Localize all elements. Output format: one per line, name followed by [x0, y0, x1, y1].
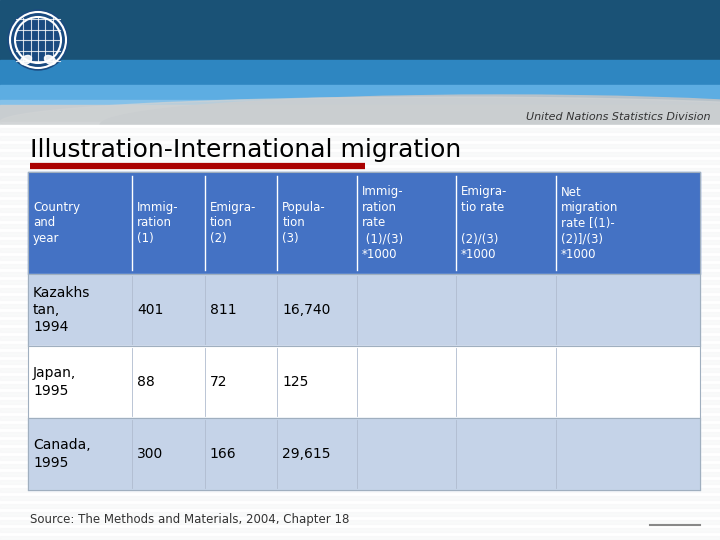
Bar — [0, 128, 720, 132]
Bar — [0, 320, 720, 324]
Bar — [0, 296, 720, 300]
Bar — [0, 144, 720, 148]
Bar — [0, 480, 720, 484]
Bar — [0, 240, 720, 244]
Bar — [0, 85, 720, 105]
Bar — [0, 424, 720, 428]
Ellipse shape — [20, 56, 32, 65]
Bar — [0, 160, 720, 164]
Bar — [0, 528, 720, 532]
Bar — [0, 456, 720, 460]
Bar — [0, 336, 720, 340]
Circle shape — [8, 10, 68, 70]
Text: 16,740: 16,740 — [282, 303, 330, 317]
Bar — [0, 216, 720, 220]
Text: Immig-
ration
rate
 (1)/(3)
*1000: Immig- ration rate (1)/(3) *1000 — [361, 186, 403, 260]
Bar — [0, 100, 720, 115]
Bar — [0, 184, 720, 188]
Bar — [0, 312, 720, 316]
Text: Illustration-International migration: Illustration-International migration — [30, 138, 462, 162]
Bar — [0, 152, 720, 156]
Text: Country
and
year: Country and year — [33, 201, 80, 245]
Bar — [0, 176, 720, 180]
Text: Net
migration
rate [(1)-
(2)]/(3)
*1000: Net migration rate [(1)- (2)]/(3) *1000 — [560, 186, 618, 260]
Text: United Nations Statistics Division: United Nations Statistics Division — [526, 112, 710, 122]
Bar — [0, 136, 720, 140]
Bar — [28, 274, 700, 346]
Bar — [0, 0, 720, 70]
Bar — [0, 472, 720, 476]
Bar — [0, 352, 720, 356]
Bar — [0, 360, 720, 364]
Bar — [0, 368, 720, 372]
Text: Canada,
1995: Canada, 1995 — [33, 438, 91, 470]
Ellipse shape — [45, 56, 55, 65]
Bar — [0, 440, 720, 444]
Bar — [0, 264, 720, 268]
Bar — [0, 192, 720, 196]
Bar — [0, 520, 720, 524]
Bar — [0, 232, 720, 236]
Bar — [0, 248, 720, 252]
Bar — [0, 280, 720, 284]
Bar — [0, 224, 720, 228]
Bar — [0, 512, 720, 516]
Bar — [0, 328, 720, 332]
Bar — [0, 464, 720, 468]
Text: Kazakhs
tan,
1994: Kazakhs tan, 1994 — [33, 286, 91, 334]
Bar — [0, 168, 720, 172]
Bar — [0, 432, 720, 436]
Text: Emigra-
tio rate

(2)/(3)
*1000: Emigra- tio rate (2)/(3) *1000 — [461, 186, 508, 260]
Bar — [28, 346, 700, 418]
Bar — [0, 60, 720, 90]
Bar — [0, 344, 720, 348]
Text: 125: 125 — [282, 375, 309, 389]
Bar — [0, 416, 720, 420]
Text: Emigra-
tion
(2): Emigra- tion (2) — [210, 201, 256, 245]
Bar — [0, 448, 720, 452]
Text: 29,615: 29,615 — [282, 447, 330, 461]
Text: 72: 72 — [210, 375, 228, 389]
Bar — [0, 288, 720, 292]
Bar — [0, 488, 720, 492]
Bar — [0, 208, 720, 212]
Bar — [0, 304, 720, 308]
Bar — [0, 376, 720, 380]
Ellipse shape — [0, 97, 720, 147]
Bar — [0, 122, 720, 132]
Bar — [0, 408, 720, 412]
Bar — [0, 125, 720, 540]
Bar — [28, 172, 700, 274]
Bar — [28, 418, 700, 490]
Bar — [0, 384, 720, 388]
Text: Immig-
ration
(1): Immig- ration (1) — [137, 201, 179, 245]
Text: 300: 300 — [137, 447, 163, 461]
Text: 811: 811 — [210, 303, 236, 317]
Bar — [0, 105, 720, 125]
Text: Japan,
1995: Japan, 1995 — [33, 366, 76, 397]
Bar — [0, 496, 720, 500]
Bar — [0, 504, 720, 508]
Text: 166: 166 — [210, 447, 236, 461]
Bar — [0, 400, 720, 404]
Ellipse shape — [100, 95, 720, 155]
Text: Popula-
tion
(3): Popula- tion (3) — [282, 201, 326, 245]
Bar — [0, 272, 720, 276]
Text: Source: The Methods and Materials, 2004, Chapter 18: Source: The Methods and Materials, 2004,… — [30, 514, 349, 526]
Bar — [0, 256, 720, 260]
Bar — [0, 200, 720, 204]
Text: 88: 88 — [137, 375, 155, 389]
Bar — [0, 536, 720, 540]
Bar — [0, 392, 720, 396]
Text: 401: 401 — [137, 303, 163, 317]
